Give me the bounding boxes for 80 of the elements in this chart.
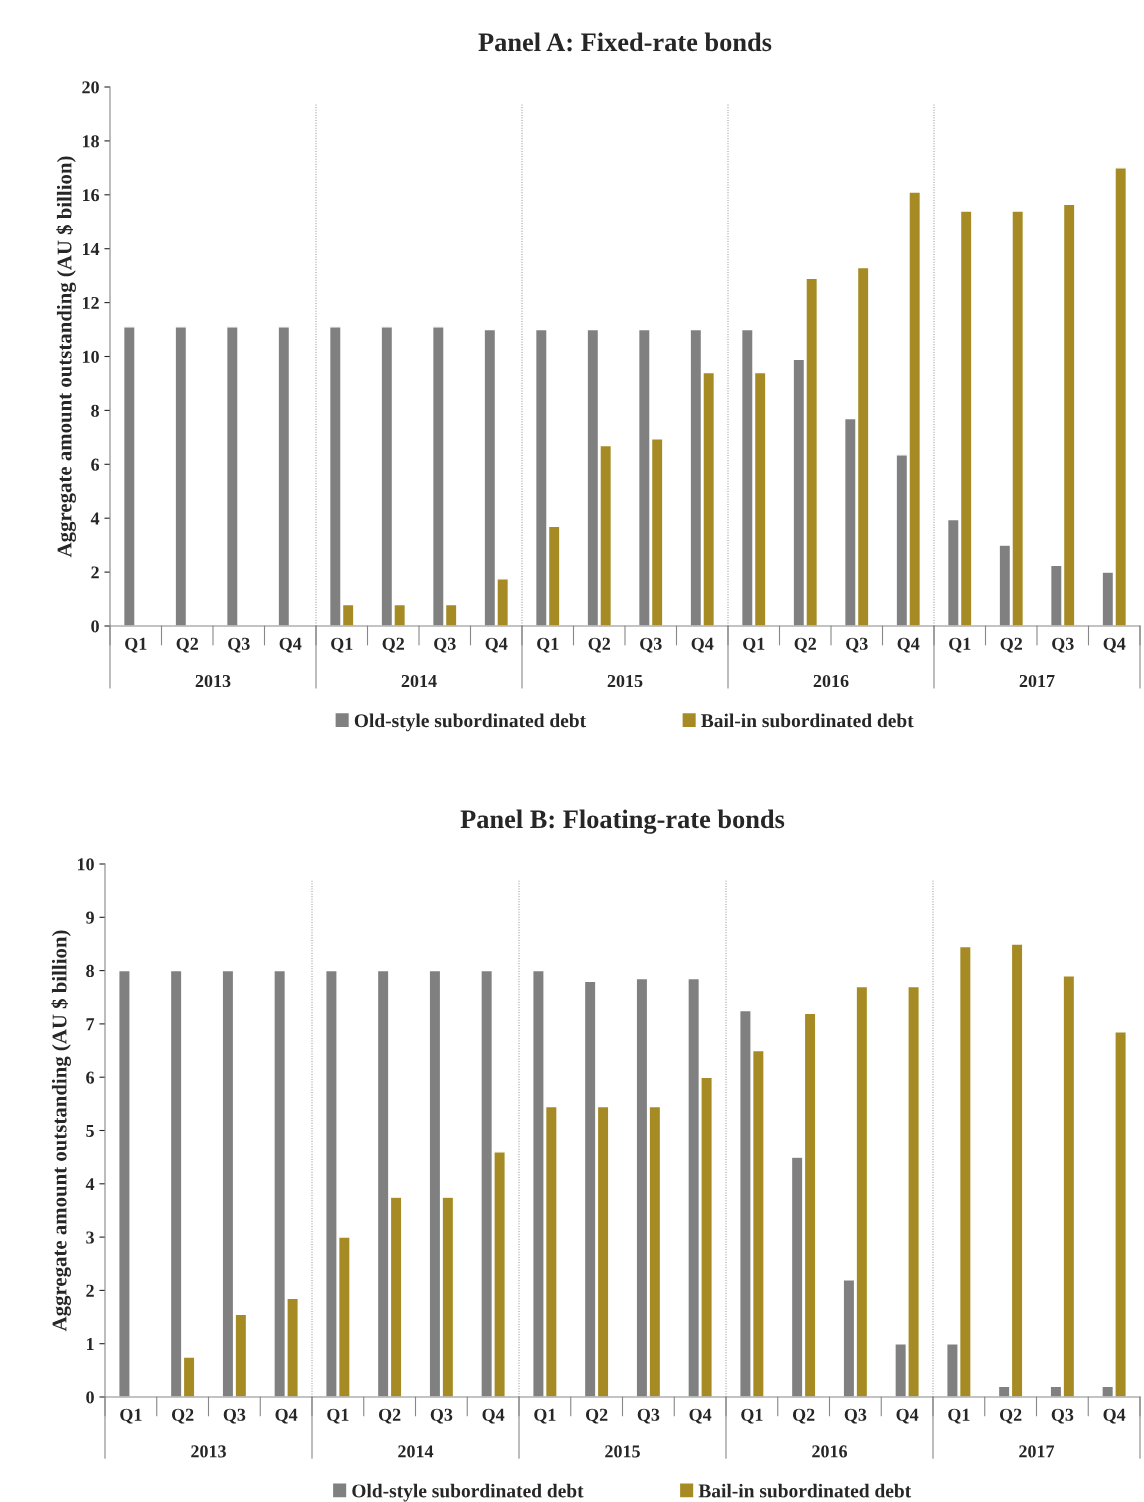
text: 2013 — [195, 674, 231, 688]
y-tick-label: 7 — [86, 1018, 95, 1031]
text: 2013 — [191, 1445, 226, 1458]
y-tick-label: 4 — [90, 512, 100, 525]
legend-label: Old-style subordinated debt — [352, 1483, 584, 1502]
x-tick-label: Q4 — [896, 1408, 919, 1424]
y-tick-label: 14 — [82, 243, 100, 255]
y-tick-label: 3 — [86, 1231, 94, 1244]
y-tick-label: 18 — [82, 135, 99, 148]
x-tick-label: Q2 — [794, 637, 817, 653]
x-tick-label: Q2 — [1000, 637, 1023, 653]
y-tick-label: 2 — [86, 1284, 94, 1297]
x-tick-label: Q3 — [844, 1408, 867, 1424]
y-axis-title: Aggregate amount outstanding (AU $ billion) — [51, 930, 71, 1332]
x-tick-label: Q1 — [741, 1408, 763, 1424]
y-tick-label: 4 — [85, 1178, 95, 1191]
legend-label: Old-style subordinated debt — [354, 713, 587, 732]
text: 2017 — [1019, 674, 1055, 688]
text: 2015 — [607, 674, 643, 688]
x-tick-label: Q1 — [327, 1408, 349, 1424]
x-tick-label: Q4 — [689, 1408, 712, 1424]
x-tick-label: Q1 — [534, 1408, 556, 1424]
chart-title: Panel B: Floating-rate bonds — [460, 809, 785, 834]
y-tick-label: 0 — [86, 1391, 94, 1404]
x-tick-label: Q3 — [1051, 1408, 1074, 1424]
x-tick-label: Q4 — [482, 1408, 505, 1424]
x-tick-label: Q1 — [537, 637, 559, 653]
x-tick-label: Q1 — [331, 637, 353, 653]
text: 2016 — [812, 1445, 848, 1458]
x-tick-label: Q3 — [430, 1408, 453, 1424]
y-tick-label: 9 — [86, 911, 94, 924]
x-tick-label: Q2 — [588, 637, 611, 653]
x-tick-label: Q2 — [585, 1408, 608, 1424]
y-tick-label: 0 — [91, 620, 99, 633]
x-tick-label: Q3 — [228, 637, 250, 653]
y-axis-title: Aggregate amount outstanding (AU $ billion) — [56, 156, 76, 558]
x-tick-label: Q2 — [176, 637, 199, 653]
x-tick-label: Q1 — [120, 1408, 142, 1424]
y-tick-label: 5 — [86, 1124, 94, 1137]
chart-title: Panel A: Fixed-rate bonds — [478, 32, 772, 52]
y-tick-label: 6 — [91, 458, 100, 471]
x-tick-label: Q1 — [125, 637, 147, 653]
legend-label: Bail-in subordinated debt — [698, 1483, 912, 1498]
text: 2016 — [813, 674, 849, 688]
x-tick-label: Q2 — [792, 1408, 815, 1424]
x-tick-label: Q1 — [743, 637, 765, 653]
y-tick-label: 8 — [91, 404, 99, 417]
text: 2014 — [398, 1445, 434, 1458]
x-tick-label: Q1 — [949, 637, 971, 653]
text: 2015 — [605, 1445, 640, 1458]
x-tick-label: Q4 — [1103, 1408, 1126, 1424]
x-tick-label: Q2 — [382, 637, 405, 653]
x-tick-label: Q4 — [691, 637, 714, 653]
y-tick-label: 10 — [82, 350, 99, 363]
x-tick-label: Q4 — [275, 1408, 298, 1424]
x-tick-label: Q3 — [434, 637, 456, 653]
y-tick-label: 1 — [87, 1338, 94, 1350]
x-tick-label: Q2 — [999, 1408, 1022, 1424]
legend-label: Bail-in subordinated debt — [701, 713, 914, 728]
x-tick-label: Q4 — [1103, 637, 1126, 653]
y-tick-label: 12 — [82, 296, 99, 309]
x-tick-label: Q4 — [485, 637, 508, 653]
x-tick-label: Q3 — [640, 637, 662, 653]
x-tick-label: Q3 — [1052, 637, 1074, 653]
y-tick-label: 8 — [86, 964, 94, 978]
x-tick-label: Q4 — [897, 637, 920, 653]
text: 2014 — [401, 674, 437, 688]
x-tick-label: Q1 — [948, 1408, 970, 1424]
x-tick-label: Q3 — [846, 637, 868, 653]
x-tick-label: Q2 — [171, 1408, 194, 1424]
x-tick-label: Q4 — [279, 637, 302, 653]
y-tick-label: 20 — [82, 81, 99, 94]
y-tick-label: 6 — [86, 1071, 95, 1084]
y-tick-label: 10 — [77, 858, 94, 871]
y-tick-label: 16 — [82, 189, 100, 202]
x-tick-label: Q2 — [378, 1408, 401, 1424]
x-tick-label: Q3 — [637, 1408, 660, 1424]
x-tick-label: Q3 — [223, 1408, 246, 1424]
y-tick-label: 2 — [91, 566, 99, 579]
text: 2017 — [1019, 1445, 1055, 1458]
